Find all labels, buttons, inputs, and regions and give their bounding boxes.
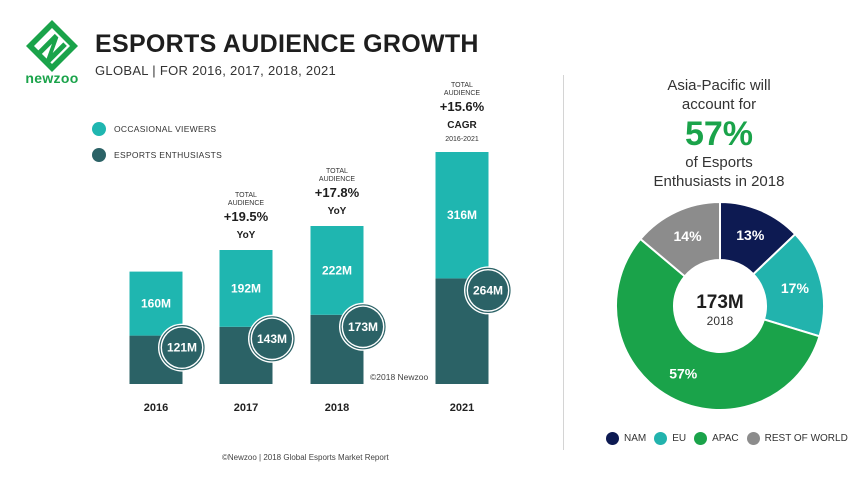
legend-dot-nam bbox=[606, 432, 619, 445]
x-tick-2016: 2016 bbox=[144, 402, 168, 414]
page-subtitle: GLOBAL | FOR 2016, 2017, 2018, 2021 bbox=[95, 63, 337, 78]
growth-caption2-2017: AUDIENCE bbox=[228, 200, 265, 207]
growth-value-2017: +19.5% bbox=[224, 209, 269, 224]
headline-percent: 57% bbox=[684, 115, 754, 153]
bar-occasional-2017 bbox=[219, 250, 273, 327]
legend-dot-eu bbox=[654, 432, 668, 445]
legend-label-enthusiasts: ESPORTS ENTHUSIASTS bbox=[114, 150, 223, 160]
panel-divider bbox=[563, 75, 564, 450]
headline-line-3: of Esports bbox=[685, 154, 753, 171]
donut-slice-rest-of-world bbox=[639, 200, 721, 278]
value-circle-2017 bbox=[252, 318, 292, 359]
newzoo-logo bbox=[26, 20, 78, 72]
donut-hole bbox=[676, 262, 764, 350]
value-circle-2016 bbox=[162, 327, 202, 368]
legend-item-enthusiasts: ESPORTS ENTHUSIASTS bbox=[92, 145, 222, 165]
growth-unit-2017: YoY bbox=[237, 230, 256, 241]
donut-label-eu: 17% bbox=[781, 280, 810, 296]
headline: Asia-Pacific will account for 57% of Esp… bbox=[618, 76, 820, 191]
x-tick-2018: 2018 bbox=[325, 402, 349, 414]
footer-source: ©Newzoo | 2018 Global Esports Market Rep… bbox=[222, 453, 389, 462]
chart-copyright: ©2018 Newzoo bbox=[370, 372, 429, 382]
x-tick-2017: 2017 bbox=[234, 402, 258, 414]
legend-dot-occasional bbox=[92, 122, 106, 136]
value-label-enthusiasts-2018: 173M bbox=[348, 320, 378, 334]
legend-item-eu: EU bbox=[654, 432, 686, 445]
headline-line-2: account for bbox=[681, 96, 757, 113]
donut-label-apac: 57% bbox=[669, 366, 698, 382]
donut-center-label: 2018 bbox=[707, 314, 734, 328]
growth-caption-2021: TOTAL bbox=[451, 82, 473, 89]
growth-value-2018: +17.8% bbox=[315, 185, 360, 200]
value-ring-2021 bbox=[465, 267, 511, 313]
growth-unit-2018: YoY bbox=[328, 206, 347, 217]
bar-occasional-2018 bbox=[310, 226, 364, 315]
legend-label-occasional: OCCASIONAL VIEWERS bbox=[114, 124, 217, 134]
value-ring-2017 bbox=[249, 316, 295, 362]
growth-caption2-2018: AUDIENCE bbox=[319, 176, 356, 183]
growth-period-2021: 2016-2021 bbox=[445, 136, 479, 143]
x-tick-2021: 2021 bbox=[450, 402, 474, 414]
legend-item-apac: APAC bbox=[694, 432, 739, 445]
bar-occasional-2021 bbox=[435, 152, 489, 279]
value-ring-2016 bbox=[159, 325, 205, 371]
legend-dot-enthusiasts bbox=[92, 148, 106, 162]
legend-dot-apac bbox=[694, 432, 708, 445]
legend-item-rest: REST OF WORLD bbox=[746, 432, 848, 445]
donut-label-rest-of-world: 14% bbox=[674, 228, 703, 244]
value-circle-2018 bbox=[343, 306, 383, 347]
donut-label-nam: 13% bbox=[736, 227, 765, 243]
legend-item-occasional: OCCASIONAL VIEWERS bbox=[92, 119, 222, 139]
value-label-enthusiasts-2021: 264M bbox=[473, 283, 503, 297]
bar-legend: OCCASIONAL VIEWERS ESPORTS ENTHUSIASTS bbox=[92, 119, 222, 171]
growth-caption2-2021: AUDIENCE bbox=[444, 90, 481, 97]
value-label-occasional-2016: 160M bbox=[141, 297, 171, 311]
value-circle-2021 bbox=[468, 270, 508, 311]
legend-dot-rest bbox=[746, 432, 760, 445]
legend-label-apac: APAC bbox=[712, 433, 739, 444]
growth-caption-2018: TOTAL bbox=[326, 168, 348, 175]
legend-item-nam: NAM bbox=[606, 432, 646, 445]
value-label-occasional-2021: 316M bbox=[447, 208, 477, 222]
value-label-enthusiasts-2016: 121M bbox=[167, 341, 197, 355]
donut-center-value: 173M bbox=[696, 292, 744, 313]
value-label-enthusiasts-2017: 143M bbox=[257, 332, 287, 346]
value-label-occasional-2017: 192M bbox=[231, 281, 261, 295]
value-label-occasional-2018: 222M bbox=[322, 263, 352, 277]
bar-chart: 160M121M2016192M143M2017TOTALAUDIENCE+19… bbox=[129, 82, 512, 414]
bar-occasional-2016 bbox=[129, 271, 183, 336]
headline-line-1: Asia-Pacific will bbox=[667, 77, 771, 94]
donut-slice-apac bbox=[615, 237, 821, 411]
value-ring-2018 bbox=[340, 304, 386, 350]
legend-label-rest: REST OF WORLD bbox=[764, 433, 848, 444]
headline-line-4: Enthusiasts in 2018 bbox=[653, 173, 785, 190]
logo-text: newzoo bbox=[25, 70, 79, 86]
page-title: ESPORTS AUDIENCE GROWTH bbox=[95, 30, 479, 58]
growth-unit-2021: CAGR bbox=[447, 120, 477, 131]
donut-legend: NAM EU APAC REST OF WORLD bbox=[606, 432, 856, 445]
legend-label-eu: EU bbox=[672, 433, 687, 444]
growth-value-2021: +15.6% bbox=[440, 99, 485, 114]
growth-caption-2017: TOTAL bbox=[235, 192, 257, 199]
legend-label-nam: NAM bbox=[624, 433, 647, 444]
